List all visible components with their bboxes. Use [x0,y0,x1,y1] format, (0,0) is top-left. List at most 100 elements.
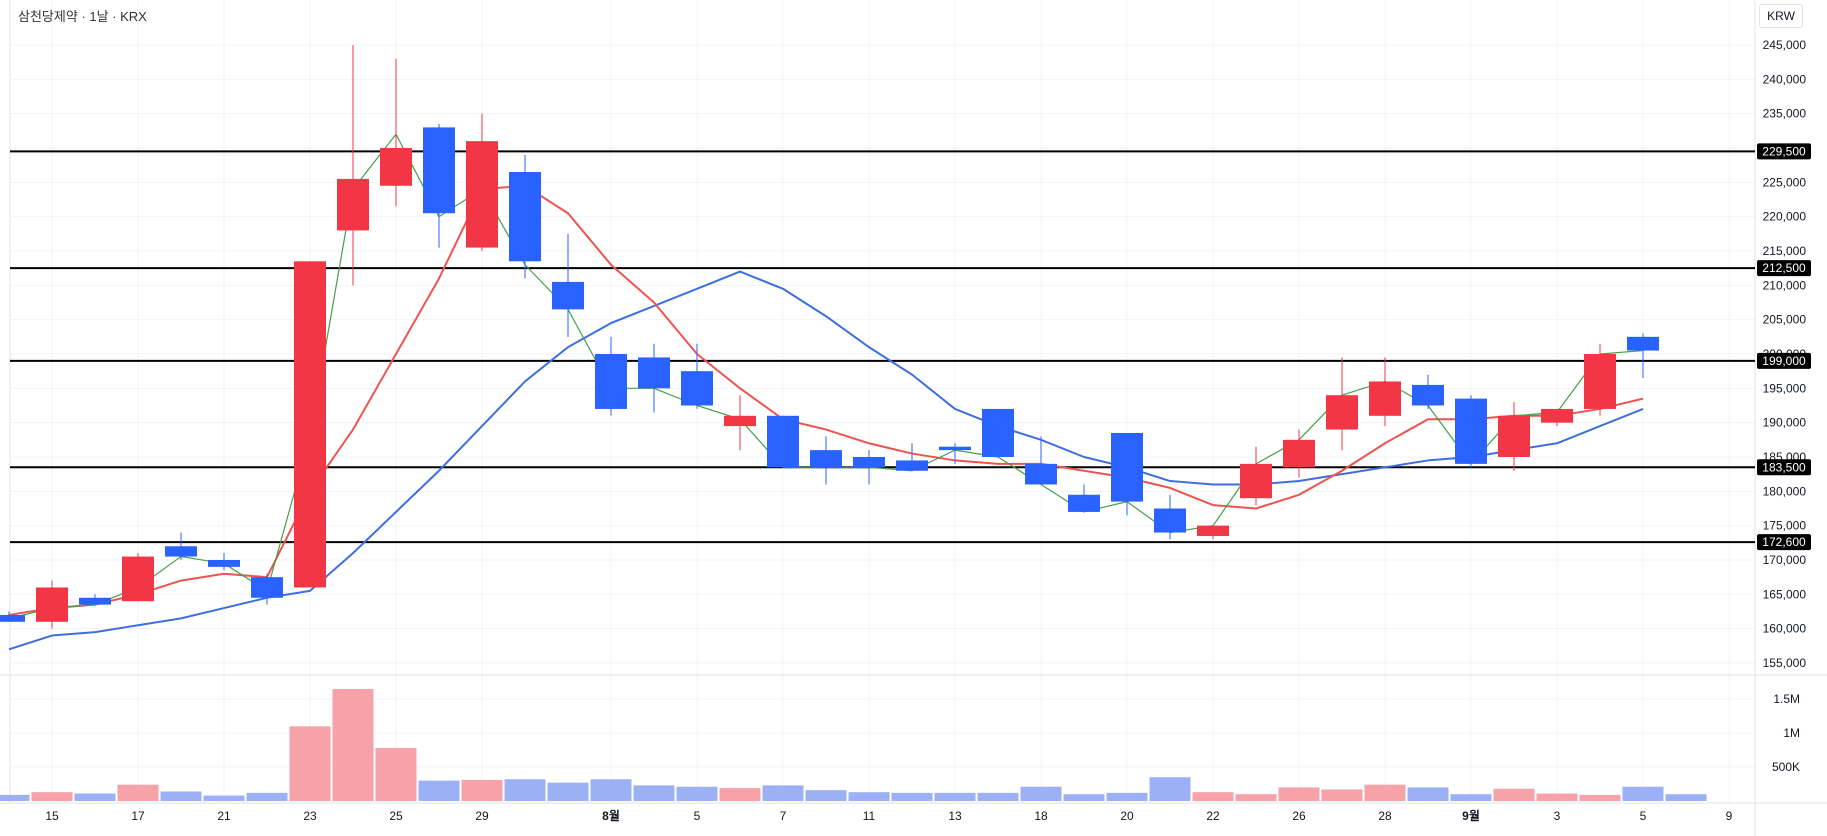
volume-bar [332,689,374,801]
level-badge-label: 199,000 [1762,354,1806,368]
candle [1197,525,1229,540]
time-tick-label: 17 [131,809,145,823]
price-tick-label: 245,000 [1763,38,1807,52]
candle [595,336,627,416]
candle [767,415,799,468]
volume-bar [418,780,460,801]
level-badge-label: 172,600 [1762,535,1806,549]
volume-axis: 500K 1M 1.5M [1772,692,1800,774]
time-tick-label: 22 [1206,809,1220,823]
candle [939,443,971,464]
ma-mid-line [8,184,1644,616]
level-badge-box [1757,459,1811,476]
candle [1627,333,1659,379]
volume-bar [1450,794,1492,801]
candle [208,553,240,571]
volume-bar [1364,784,1406,801]
level-badge: 199,000 [1757,352,1811,369]
time-tick-label: 25 [389,809,403,823]
time-tick-label: 5 [1640,809,1647,823]
time-tick-label: 11 [863,809,876,823]
volume-bar [891,792,933,801]
candle-body [1326,395,1358,430]
candle [1068,484,1100,512]
level-badge-label: 229,500 [1762,144,1806,158]
candle [251,573,283,605]
volume-tick-label: 500K [1772,760,1800,774]
candle [165,532,197,560]
currency-button[interactable]: KRW [1759,4,1803,28]
candle-body [0,614,25,622]
time-tick-label: 5 [694,809,701,823]
volume-bar [590,779,632,801]
time-axis[interactable]: 15 17 21 23 25 29 8월 5 7 11 13 18 20 22 26 28 9월 3 5 9 [45,808,1732,823]
candle [896,443,928,471]
level-badge: 212,500 [1757,260,1811,277]
candle [1455,395,1487,468]
candle [380,58,412,207]
volume-bar [1063,794,1105,801]
candle-body [681,371,713,406]
candle-body [896,460,928,471]
candle-body [337,178,369,231]
candle [810,436,842,485]
candle [509,154,541,279]
price-tick-label: 180,000 [1763,484,1807,498]
candle [1584,343,1616,416]
price-tick-label: 165,000 [1763,587,1807,601]
candle [1154,494,1186,540]
level-badge: 172,600 [1757,534,1811,551]
candle [79,594,111,605]
candle-body [165,546,197,557]
time-tick-label: 18 [1034,809,1048,823]
candle [466,113,498,251]
volume-bar [1622,786,1664,801]
volume-bar [1020,786,1062,801]
candle-body [36,587,68,622]
volume-bar [117,784,159,801]
candle [36,580,68,629]
candle [681,343,713,409]
time-tick-label: 3 [1554,809,1561,823]
volume-bar [375,748,417,801]
volume-bar [0,794,30,801]
horizontal-levels [10,150,1755,544]
volume-bar [1278,787,1320,801]
time-tick-label: 29 [475,809,489,823]
price-tick-label: 160,000 [1763,622,1807,636]
price-axis[interactable]: 155,000 160,000 165,000 170,000 175,000 180,0… [1757,38,1811,670]
volume-bar [762,785,804,801]
volume-bar [1665,794,1707,801]
candle-body [294,261,326,588]
volume-bar [31,792,73,801]
level-badge-box [1757,143,1811,160]
candle [1412,374,1444,409]
candle [982,408,1014,457]
volume-bar [676,786,718,801]
level-badge-label: 212,500 [1762,261,1806,275]
time-tick-label: 7 [780,809,787,823]
volume-bar [74,793,116,801]
candle-body [1197,525,1229,536]
candle [1326,357,1358,451]
candle-body [208,560,240,567]
time-tick-label: 23 [303,809,317,823]
level-badge-box [1757,534,1811,551]
time-tick-label: 26 [1292,809,1306,823]
price-tick-label: 220,000 [1763,210,1807,224]
volume-bar [1493,788,1535,801]
price-tick-label: 175,000 [1763,519,1807,533]
candle [294,261,326,588]
candle [1369,357,1401,427]
price-tick-label: 215,000 [1763,244,1807,258]
volume-bar [1235,794,1277,801]
candle [1025,436,1057,485]
volume-tick-label: 1M [1783,726,1800,740]
ma-short-line [8,133,1644,619]
candle-body [939,446,971,451]
volume-bar [1149,777,1191,801]
time-tick-label: 9월 [1462,808,1480,823]
time-tick-label: 15 [45,809,59,823]
candle [1498,402,1530,471]
